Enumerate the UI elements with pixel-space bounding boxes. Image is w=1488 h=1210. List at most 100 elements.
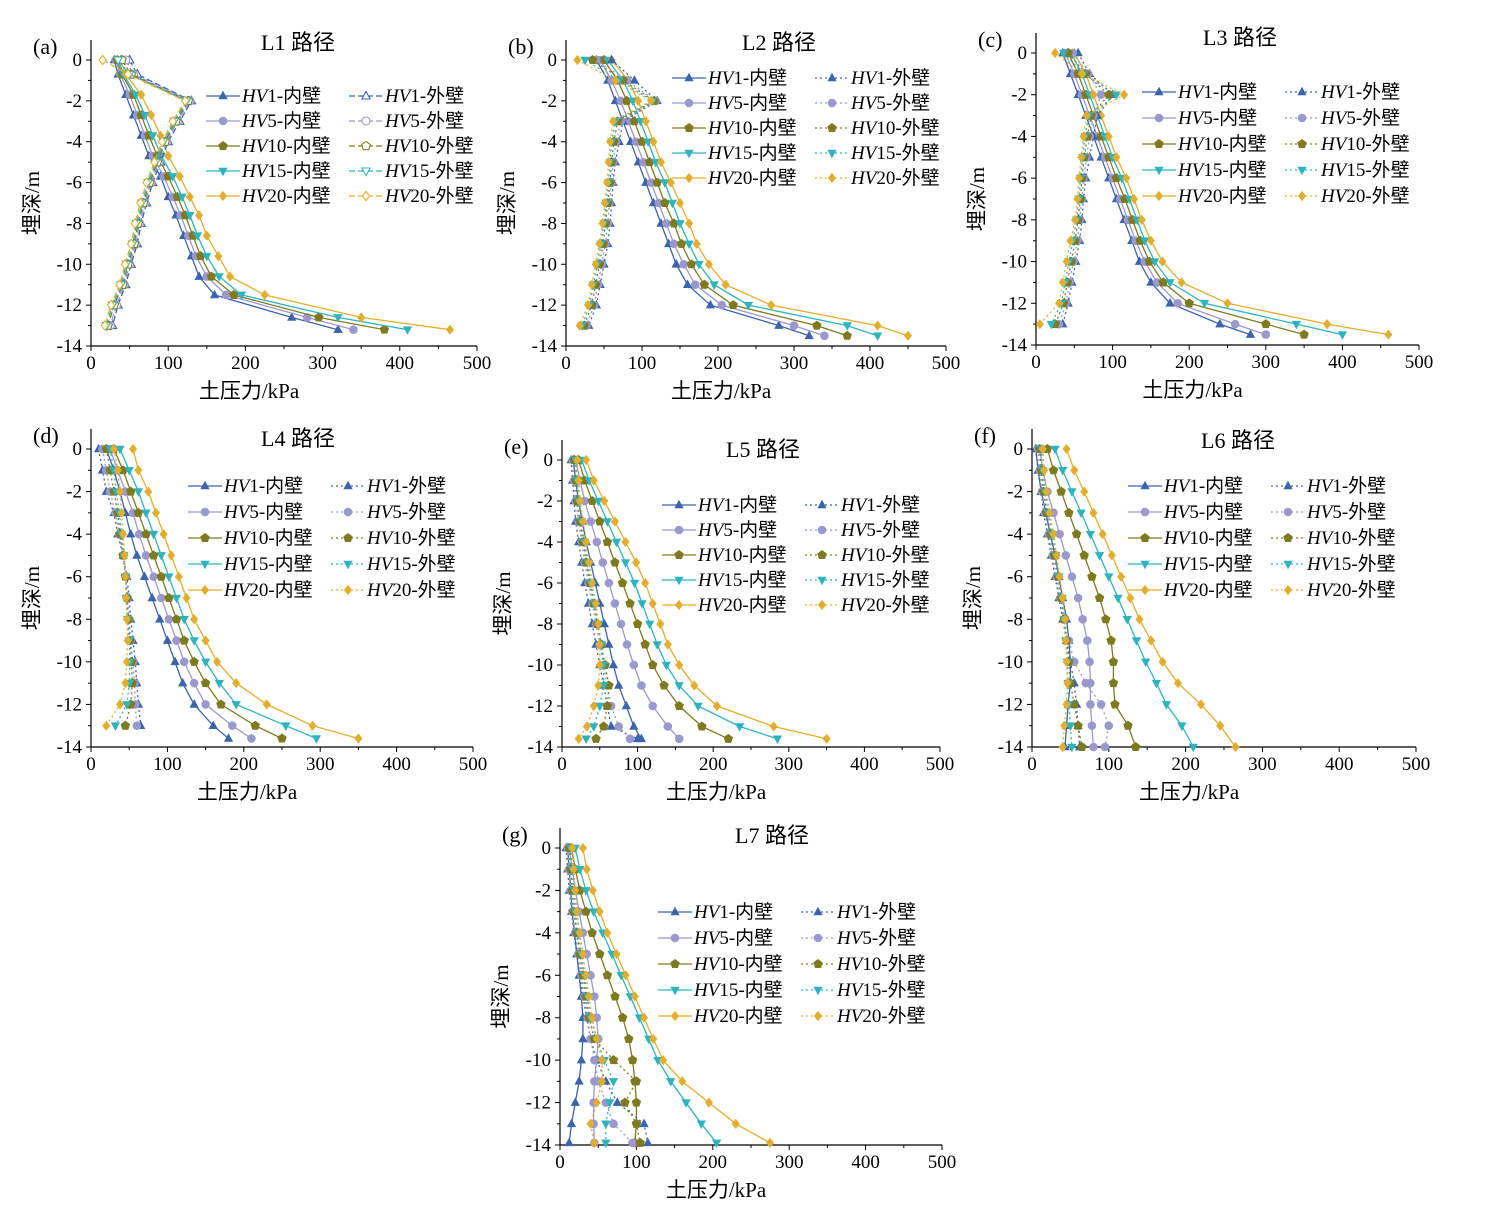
data-point	[1062, 443, 1071, 455]
data-point	[872, 332, 883, 342]
y-tick-label: -2	[1007, 482, 1023, 503]
data-point	[591, 598, 601, 609]
legend-marker	[361, 116, 371, 126]
data-point	[582, 864, 591, 875]
legend-label: HV20-内壁	[1163, 579, 1253, 601]
data-point	[647, 95, 656, 106]
data-point	[1042, 486, 1051, 497]
legend-marker	[343, 533, 353, 543]
data-point	[179, 615, 189, 625]
data-point	[1104, 573, 1114, 582]
x-tick-label: 500	[1402, 754, 1431, 775]
y-tick-label: -2	[1011, 85, 1027, 106]
y-tick-label: -10	[528, 655, 553, 676]
data-point	[379, 324, 390, 334]
y-tick-label: 0	[73, 50, 83, 71]
legend-label: HV10-内壁	[707, 117, 797, 139]
legend-marker	[360, 90, 372, 100]
data-point	[1261, 319, 1271, 329]
data-point	[1158, 256, 1167, 267]
legend-label: HV10-外壁	[850, 117, 940, 139]
data-point	[174, 571, 183, 582]
data-point	[112, 56, 124, 66]
data-point	[1060, 614, 1070, 625]
data-point	[1052, 550, 1061, 561]
legend-marker	[1154, 113, 1164, 123]
data-point	[202, 230, 211, 241]
data-point	[189, 699, 199, 708]
data-point	[134, 465, 143, 476]
legend-label: HV15-外壁	[1306, 553, 1396, 575]
data-point	[1140, 237, 1150, 246]
y-tick-label: -8	[1011, 210, 1027, 231]
y-tick-label: -14	[532, 336, 558, 357]
data-point	[122, 701, 132, 710]
data-point	[693, 702, 703, 712]
data-point	[690, 280, 700, 290]
data-point	[594, 949, 605, 959]
data-point	[1070, 465, 1079, 476]
legend-marker	[360, 140, 372, 151]
data-point	[589, 700, 598, 712]
data-point	[1089, 507, 1098, 518]
data-point	[200, 678, 211, 688]
data-point	[102, 720, 111, 731]
data-point	[209, 289, 220, 299]
y-tick-label: -6	[537, 573, 553, 594]
data-point	[590, 1137, 599, 1148]
legend-label: HV10-外壁	[836, 953, 926, 975]
chart-title: L6 路径	[1201, 428, 1275, 453]
data-point	[1216, 720, 1225, 731]
legend-marker	[813, 1010, 823, 1022]
data-point	[1188, 743, 1198, 753]
data-point	[709, 281, 719, 290]
data-point	[1107, 550, 1116, 561]
data-point	[1104, 721, 1114, 731]
x-axis-label: 土压力/kPa	[1139, 780, 1240, 804]
data-point	[588, 577, 597, 589]
y-tick-label: 0	[1018, 43, 1028, 64]
data-point	[576, 495, 585, 507]
legend-marker	[218, 141, 228, 151]
series-HV20-外壁	[102, 443, 132, 731]
data-point	[903, 330, 913, 341]
data-point	[667, 199, 678, 209]
series-HV20-外壁	[98, 54, 190, 332]
data-point	[587, 927, 597, 937]
data-point	[128, 443, 138, 455]
data-point	[620, 1097, 630, 1107]
data-point	[628, 1138, 637, 1148]
data-point	[314, 312, 324, 322]
legend-label: HV20-内壁	[223, 579, 313, 601]
data-point	[1060, 720, 1069, 731]
data-point	[621, 700, 631, 710]
legend-marker	[670, 959, 680, 969]
data-point	[190, 614, 199, 625]
data-point	[206, 271, 217, 281]
data-point	[639, 1012, 649, 1023]
x-tick-label: 400	[851, 1152, 880, 1173]
data-point	[604, 157, 613, 168]
series-line	[566, 847, 634, 1144]
legend-marker	[218, 90, 228, 100]
x-tick-label: 400	[386, 353, 415, 374]
panel-label: (a)	[33, 34, 57, 59]
legend-marker	[1297, 113, 1307, 123]
y-tick-label: -2	[66, 91, 82, 112]
data-point	[1215, 318, 1225, 328]
data-point	[236, 291, 247, 301]
data-point	[696, 1120, 706, 1130]
data-point	[200, 658, 211, 668]
y-tick-label: -8	[541, 213, 557, 234]
data-point	[109, 443, 118, 455]
data-point	[1087, 571, 1097, 581]
x-axis-label: 土压力/kPa	[199, 379, 300, 403]
data-point	[721, 279, 730, 290]
data-point	[1058, 277, 1067, 288]
chart-title: L2 路径	[742, 30, 816, 55]
data-point	[147, 110, 156, 121]
data-point	[247, 734, 256, 743]
data-point	[603, 927, 612, 938]
data-point	[578, 1033, 588, 1043]
legend-marker	[1297, 166, 1307, 176]
